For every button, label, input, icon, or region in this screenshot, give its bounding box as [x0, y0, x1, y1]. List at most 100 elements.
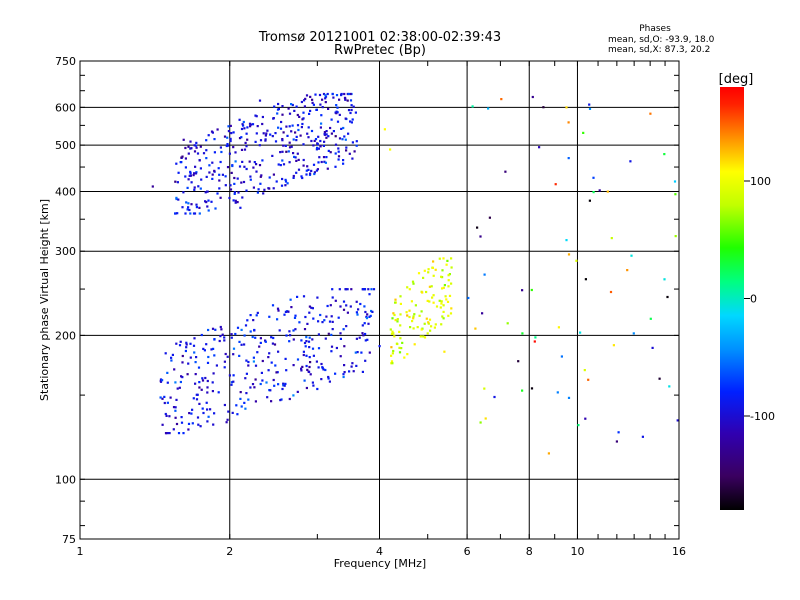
data-point	[442, 286, 445, 289]
data-point	[309, 172, 312, 175]
stats-heading: Phases	[639, 24, 671, 34]
data-point	[205, 139, 208, 142]
data-point	[423, 322, 426, 325]
data-point	[242, 120, 245, 124]
data-point	[231, 164, 234, 168]
data-point	[350, 365, 353, 368]
data-point	[588, 199, 591, 202]
data-point	[292, 152, 295, 155]
data-point	[210, 200, 213, 203]
data-point	[300, 339, 303, 342]
data-point	[206, 190, 209, 193]
data-point	[316, 146, 319, 149]
data-point	[565, 106, 568, 109]
data-point	[370, 288, 373, 291]
data-point	[288, 161, 291, 164]
data-point	[193, 172, 196, 175]
data-point	[194, 373, 197, 376]
data-point	[175, 398, 178, 401]
data-point	[239, 206, 242, 209]
data-point	[245, 372, 248, 375]
data-point	[211, 173, 214, 176]
data-point	[243, 401, 246, 404]
data-point	[609, 290, 613, 294]
data-point	[344, 97, 347, 100]
data-point	[348, 370, 351, 373]
data-point	[197, 366, 201, 369]
data-point	[164, 352, 167, 355]
data-point	[286, 134, 289, 137]
data-point	[226, 166, 230, 169]
data-point	[232, 146, 235, 149]
data-point	[226, 143, 229, 146]
data-point	[434, 323, 437, 326]
data-point	[391, 362, 394, 365]
data-point	[199, 145, 202, 148]
data-point	[343, 371, 346, 374]
data-point	[254, 364, 258, 367]
data-point	[392, 332, 395, 335]
data-point	[299, 134, 302, 137]
data-point	[305, 386, 308, 390]
data-point	[249, 178, 252, 181]
data-point	[349, 92, 352, 96]
data-point	[317, 161, 320, 164]
y-axis-label: Stationary phase Virtual Height [km]	[38, 199, 51, 401]
data-point	[196, 416, 200, 419]
data-point	[314, 93, 317, 96]
data-point	[215, 364, 218, 367]
data-point	[641, 435, 644, 438]
data-point	[206, 361, 210, 364]
data-point	[391, 317, 394, 320]
x-tick-label: 4	[376, 545, 383, 558]
data-point	[296, 390, 299, 393]
data-point	[334, 143, 338, 146]
data-point	[224, 175, 227, 178]
data-point	[205, 343, 208, 346]
data-point	[342, 328, 345, 331]
data-point	[179, 161, 182, 164]
data-point	[399, 295, 402, 298]
data-point	[233, 191, 236, 194]
data-point	[325, 136, 328, 139]
data-point	[327, 135, 330, 138]
data-point	[303, 328, 307, 331]
data-point	[275, 180, 278, 183]
data-point	[432, 260, 435, 263]
data-point	[256, 311, 259, 314]
data-point	[302, 350, 305, 353]
x-axis-label: Frequency [MHz]	[334, 557, 426, 570]
data-point	[315, 108, 318, 111]
data-point	[245, 132, 248, 135]
data-point	[342, 373, 345, 376]
data-point	[238, 118, 241, 121]
data-point	[317, 135, 320, 138]
data-point	[181, 361, 184, 364]
data-point	[206, 386, 209, 389]
data-point	[187, 178, 190, 181]
data-point	[336, 120, 340, 123]
data-point	[192, 212, 196, 215]
data-point	[161, 423, 164, 426]
data-point	[225, 144, 228, 148]
data-point	[233, 182, 236, 185]
data-point	[276, 307, 280, 310]
data-point	[236, 326, 240, 329]
data-point	[400, 347, 403, 350]
data-point	[218, 187, 221, 190]
data-point	[244, 324, 248, 327]
data-point	[311, 347, 315, 350]
data-point	[236, 177, 239, 180]
data-point	[168, 415, 171, 418]
data-point	[321, 366, 324, 369]
data-point	[306, 132, 309, 135]
data-point	[288, 330, 291, 333]
data-point	[272, 187, 275, 190]
data-point	[342, 308, 346, 311]
data-point	[431, 296, 434, 299]
chart-subtitle: RwPretec (Bp)	[334, 43, 426, 58]
y-tick-label: 750	[55, 55, 76, 68]
data-point	[187, 428, 190, 431]
data-point	[302, 111, 305, 114]
data-point	[345, 325, 348, 328]
